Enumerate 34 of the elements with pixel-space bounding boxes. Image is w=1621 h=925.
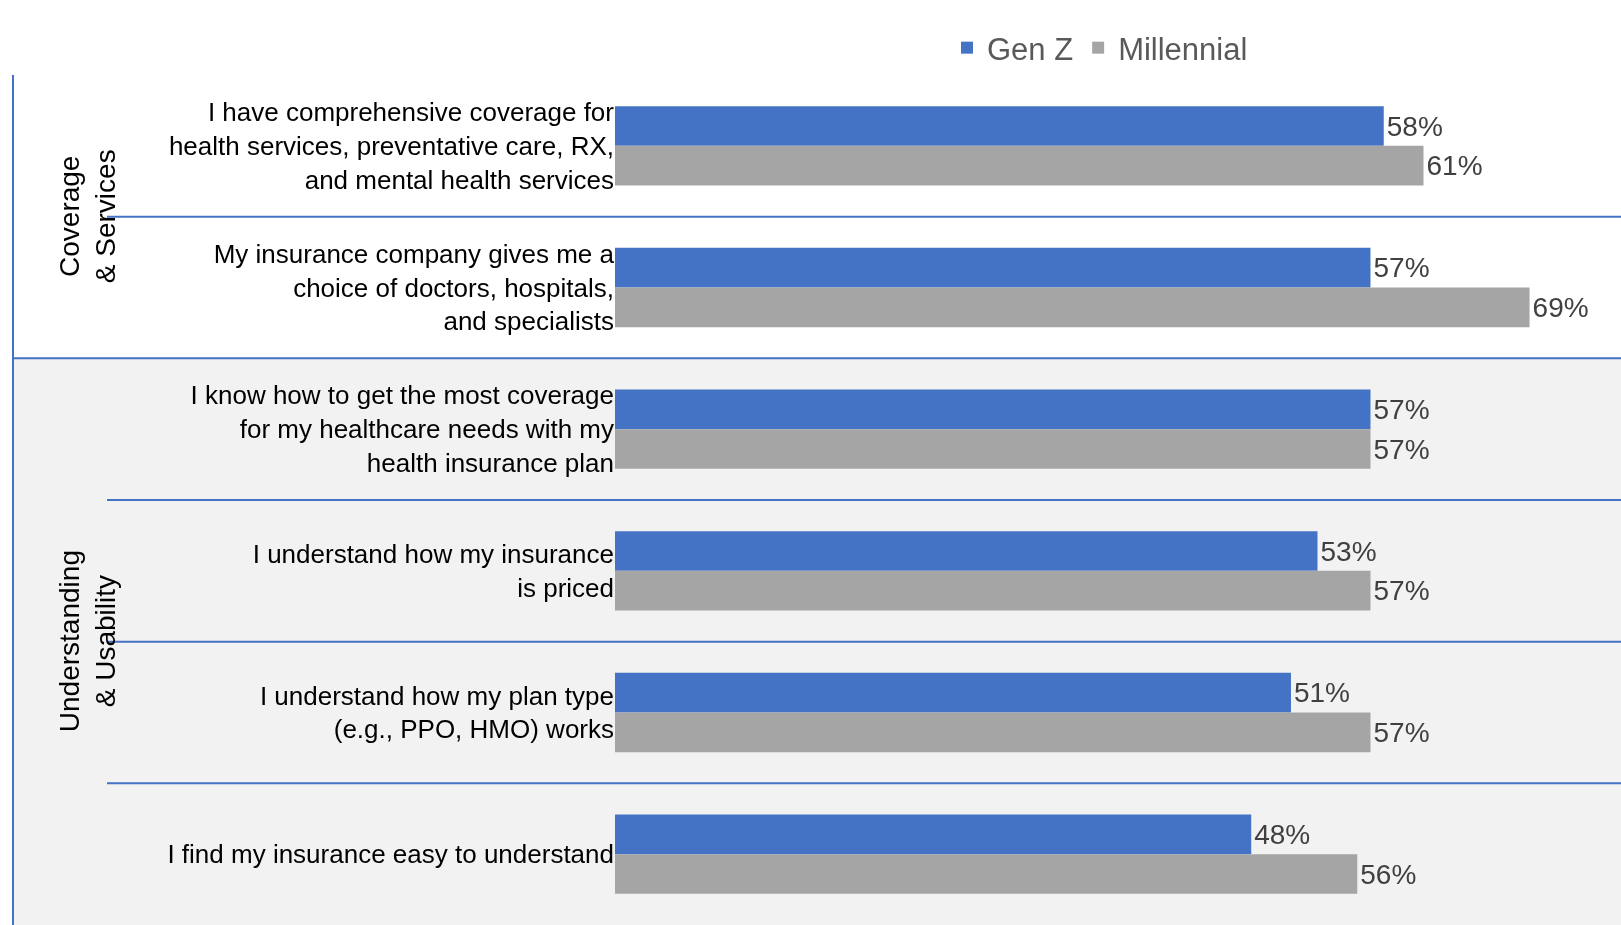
bar xyxy=(615,712,1371,753)
data-label: 53% xyxy=(1320,535,1377,567)
bar xyxy=(615,287,1530,328)
y-tick-label: I understand how my plan type (e.g., PPO, HMO) works xyxy=(259,680,614,745)
bar xyxy=(615,389,1371,430)
band-label: Understanding & Usability xyxy=(53,550,122,733)
bar xyxy=(615,814,1252,855)
y-tick-label: I understand how my insurance is priced xyxy=(252,539,614,603)
data-label: 69% xyxy=(1532,291,1589,323)
data-label: 57% xyxy=(1373,393,1430,425)
bar xyxy=(615,247,1371,288)
bar xyxy=(615,531,1318,571)
data-label: 57% xyxy=(1373,716,1430,748)
data-label: 58% xyxy=(1386,110,1443,142)
bar xyxy=(615,145,1424,186)
y-tick-label: I know how to get the most coverage for my healthcare needs with my health insurance plan xyxy=(190,380,614,479)
legend-label: Millennial xyxy=(1118,31,1248,67)
bar xyxy=(615,570,1371,611)
y-tick-label: I find my insurance easy to understand xyxy=(167,839,614,870)
data-label: 51% xyxy=(1293,677,1351,709)
data-label: 57% xyxy=(1373,433,1430,465)
data-label: 57% xyxy=(1373,252,1430,284)
data-label: 56% xyxy=(1360,858,1417,890)
data-label: 48% xyxy=(1254,818,1311,850)
bar xyxy=(615,854,1358,894)
data-label: 57% xyxy=(1373,575,1430,607)
data-label: 61% xyxy=(1426,150,1483,182)
y-tick-label: My insurance company gives me a choice of doctors, hospitals, and specialists xyxy=(213,238,615,337)
bar xyxy=(615,429,1371,469)
bar xyxy=(615,106,1384,146)
text: Coverage & Services xyxy=(53,149,122,284)
legend-label: Gen Z xyxy=(986,31,1074,67)
y-tick-label: I have comprehensive coverage for health services, preventative care, RX, and mental health services xyxy=(168,97,615,195)
bar xyxy=(615,672,1291,713)
